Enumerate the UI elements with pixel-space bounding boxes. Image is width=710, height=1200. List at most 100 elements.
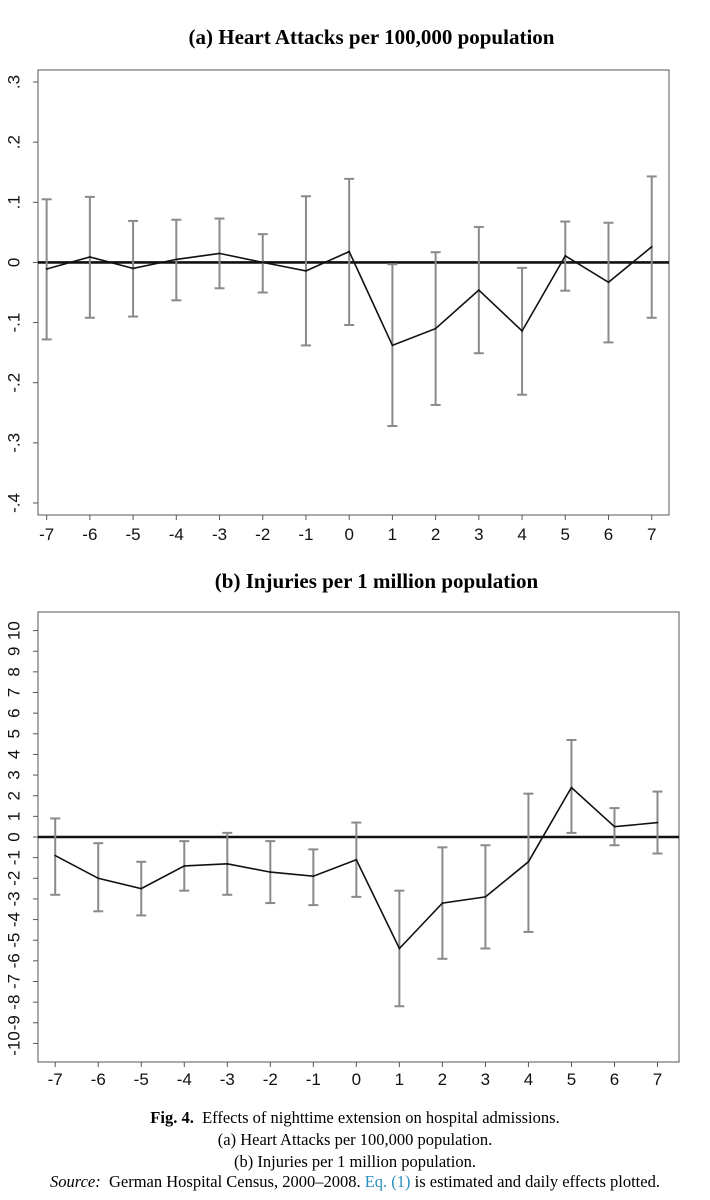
estimate-point — [434, 327, 437, 330]
x-tick-label: -2 — [263, 1070, 278, 1089]
estimate-point — [398, 947, 401, 950]
y-tick-label: 5 — [5, 729, 24, 738]
y-tick-label: -.3 — [5, 433, 24, 453]
y-tick-label: 0 — [5, 832, 24, 841]
y-tick-label: -5 — [5, 933, 24, 948]
x-tick-label: 4 — [517, 525, 526, 544]
estimate-point — [348, 250, 351, 253]
x-tick-label: -3 — [220, 1070, 235, 1089]
x-tick-label: -1 — [298, 525, 313, 544]
x-tick-label: -2 — [255, 525, 270, 544]
x-tick-label: -6 — [82, 525, 97, 544]
y-tick-label: 2 — [5, 791, 24, 800]
x-tick-label: 4 — [524, 1070, 533, 1089]
x-tick-label: 5 — [561, 525, 570, 544]
x-tick-label: 1 — [388, 525, 397, 544]
estimate-point — [45, 268, 48, 270]
caption-source: Source: German Hospital Census, 2000–200… — [0, 1172, 710, 1192]
estimate-point — [269, 871, 272, 873]
caption-title: Fig. 4. Effects of nighttime extension o… — [0, 1108, 710, 1128]
y-tick-label: -8 — [5, 995, 24, 1010]
chart-panel-b: (b) Injuries per 1 million population109… — [5, 569, 680, 1089]
y-tick-label: .1 — [5, 195, 24, 209]
x-tick-label: 7 — [647, 525, 656, 544]
x-tick-label: 3 — [481, 1070, 490, 1089]
x-tick-label: 2 — [431, 525, 440, 544]
caption-line-b: (b) Injuries per 1 million population. — [234, 1152, 476, 1171]
y-tick-label: 1 — [5, 812, 24, 821]
estimate-point — [527, 860, 530, 863]
estimate-point — [391, 344, 394, 347]
y-tick-label: -4 — [5, 912, 24, 927]
source-text: German Hospital Census, 2000–2008. — [108, 1172, 361, 1191]
y-tick-label: 3 — [5, 770, 24, 779]
y-tick-label: 6 — [5, 708, 24, 717]
estimate-point — [183, 864, 186, 867]
estimate-point — [521, 330, 523, 332]
chart-title: (a) Heart Attacks per 100,000 population — [189, 25, 555, 49]
x-tick-label: -7 — [39, 525, 54, 544]
y-tick-label: 10 — [5, 621, 24, 640]
estimate-point — [477, 289, 480, 291]
estimate-point — [355, 858, 358, 861]
x-tick-label: 7 — [653, 1070, 662, 1089]
x-tick-label: -4 — [169, 525, 184, 544]
caption-title-text: Effects of nighttime extension on hospit… — [202, 1108, 560, 1127]
estimate-point — [54, 854, 57, 857]
plot-frame — [37, 69, 670, 516]
y-tick-label: -3 — [5, 891, 24, 906]
y-tick-label: -10 — [5, 1031, 24, 1056]
source-text-end: is estimated and daily effects plotted. — [414, 1172, 660, 1191]
x-tick-label: -5 — [134, 1070, 149, 1089]
x-tick-label: -6 — [91, 1070, 106, 1089]
x-tick-label: -4 — [177, 1070, 192, 1089]
estimate-point — [88, 256, 91, 258]
estimate-point — [613, 825, 616, 828]
y-tick-label: .2 — [5, 135, 24, 149]
y-tick-label: -6 — [5, 953, 24, 968]
x-tick-label: 6 — [604, 525, 613, 544]
x-tick-label: 0 — [344, 525, 353, 544]
estimate-point — [132, 267, 134, 270]
x-tick-label: 5 — [567, 1070, 576, 1089]
y-tick-label: -9 — [5, 1015, 24, 1030]
y-tick-label: .3 — [5, 75, 24, 89]
y-tick-label: -7 — [5, 974, 24, 989]
x-tick-label: 1 — [395, 1070, 404, 1089]
estimate-point — [564, 254, 567, 257]
estimate-point — [570, 786, 573, 789]
y-tick-label: 8 — [5, 667, 24, 676]
y-tick-label: -.4 — [5, 493, 24, 513]
estimate-point — [656, 821, 659, 824]
estimate-point — [484, 895, 487, 898]
y-tick-label: -.1 — [5, 313, 24, 333]
chart-panel-a: (a) Heart Attacks per 100,000 population… — [5, 25, 670, 544]
y-tick-label: 0 — [5, 258, 24, 267]
y-tick-label: -2 — [5, 871, 24, 886]
estimate-point — [97, 877, 100, 880]
chart-title: (b) Injuries per 1 million population — [215, 569, 539, 593]
equation-link[interactable]: Eq. (1) — [364, 1172, 411, 1191]
estimate-point — [305, 269, 307, 272]
caption-line-a: (a) Heart Attacks per 100,000 population… — [217, 1130, 493, 1149]
estimate-point — [226, 862, 229, 865]
y-tick-label: 4 — [5, 750, 24, 759]
source-label: Source: — [50, 1172, 101, 1191]
y-tick-label: 7 — [5, 688, 24, 697]
estimate-point — [650, 245, 653, 248]
x-tick-label: 0 — [352, 1070, 361, 1089]
estimate-point — [312, 875, 315, 878]
x-tick-label: 3 — [474, 525, 483, 544]
estimate-point — [261, 261, 264, 264]
estimate-point — [607, 281, 610, 284]
y-tick-label: -.2 — [5, 373, 24, 393]
x-tick-label: 6 — [610, 1070, 619, 1089]
estimate-point — [441, 902, 444, 904]
x-tick-label: -3 — [212, 525, 227, 544]
x-tick-label: -7 — [48, 1070, 63, 1089]
x-tick-label: -1 — [306, 1070, 321, 1089]
x-tick-label: 2 — [438, 1070, 447, 1089]
y-tick-label: 9 — [5, 646, 24, 655]
x-tick-label: -5 — [126, 525, 141, 544]
